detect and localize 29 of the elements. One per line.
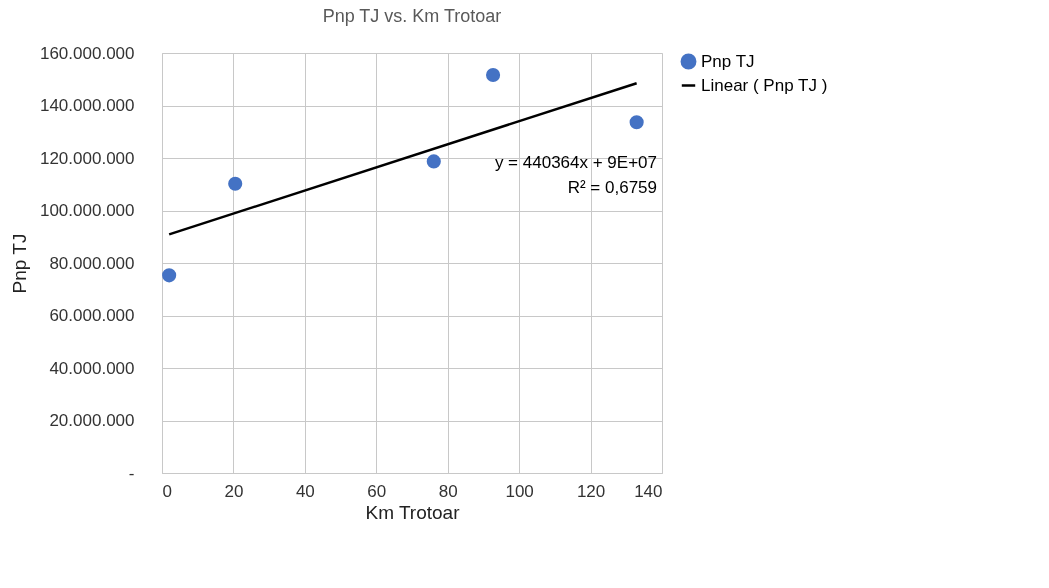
y-tick-label: 140.000.000: [39, 96, 135, 115]
y-axis-title: Pnp TJ: [8, 233, 30, 294]
x-tick-label: 20: [224, 481, 244, 501]
x-tick-label: 120: [576, 481, 606, 501]
y-tick-label: -: [128, 463, 135, 483]
point: [162, 268, 177, 283]
x-tick-label: 60: [367, 481, 387, 501]
point: [228, 176, 243, 191]
x-tick-label: 80: [438, 481, 458, 501]
legend-label: Pnp TJ: [701, 51, 755, 71]
x-axis-title: Km Trotoar: [365, 501, 461, 523]
y-tick-label: 120.000.000: [39, 148, 135, 168]
y-tick-label: 100.000.000: [39, 201, 135, 220]
legend-label: Linear ( Pnp TJ ): [701, 75, 828, 95]
x-tick-label: 140: [634, 481, 663, 501]
y-tick-label: 20.000.000: [49, 411, 135, 430]
point: [629, 115, 644, 130]
x-tick-label: 0: [162, 481, 172, 501]
point: [426, 154, 441, 169]
x-tick-label: 100: [505, 481, 534, 501]
y-tick-label: 40.000.000: [49, 358, 135, 378]
y-tick-label: 160.000.000: [39, 43, 135, 63]
point: [486, 67, 501, 83]
chart-title: Pnp TJ vs. Km Trotoar: [322, 6, 502, 26]
y-tick-label: 80.000.000: [49, 253, 135, 273]
x-tick-label: 40: [295, 481, 315, 501]
annotation: R² = 0,6759: [567, 178, 657, 197]
y-tick-label: 60.000.000: [49, 306, 135, 325]
annotation: y = 440364x + 9E+07: [494, 153, 657, 172]
